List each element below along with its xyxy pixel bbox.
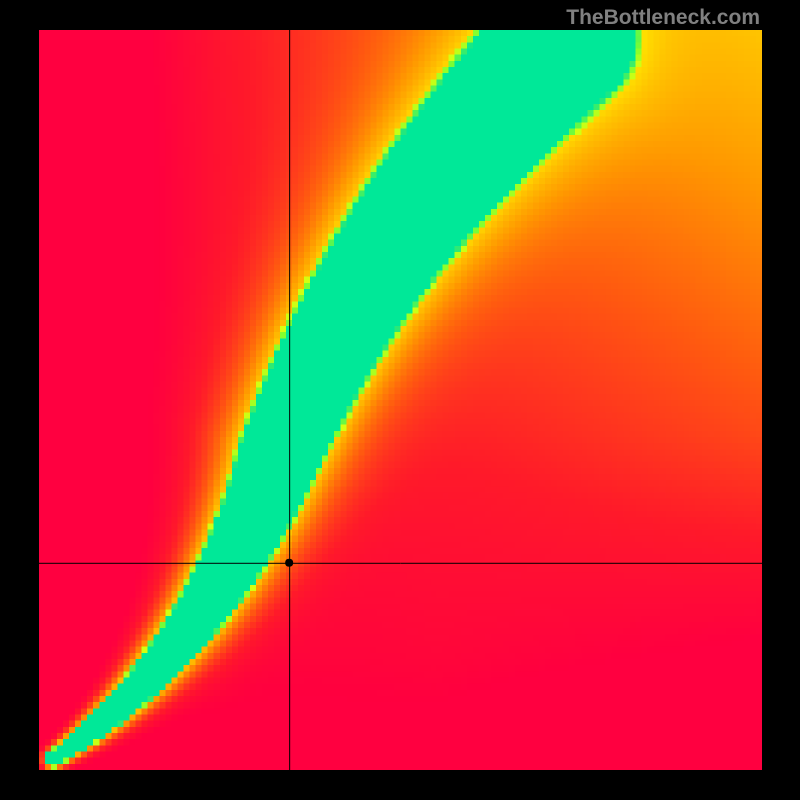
- crosshair-overlay: [39, 30, 762, 770]
- chart-container: TheBottleneck.com: [0, 0, 800, 800]
- watermark-text: TheBottleneck.com: [566, 6, 760, 30]
